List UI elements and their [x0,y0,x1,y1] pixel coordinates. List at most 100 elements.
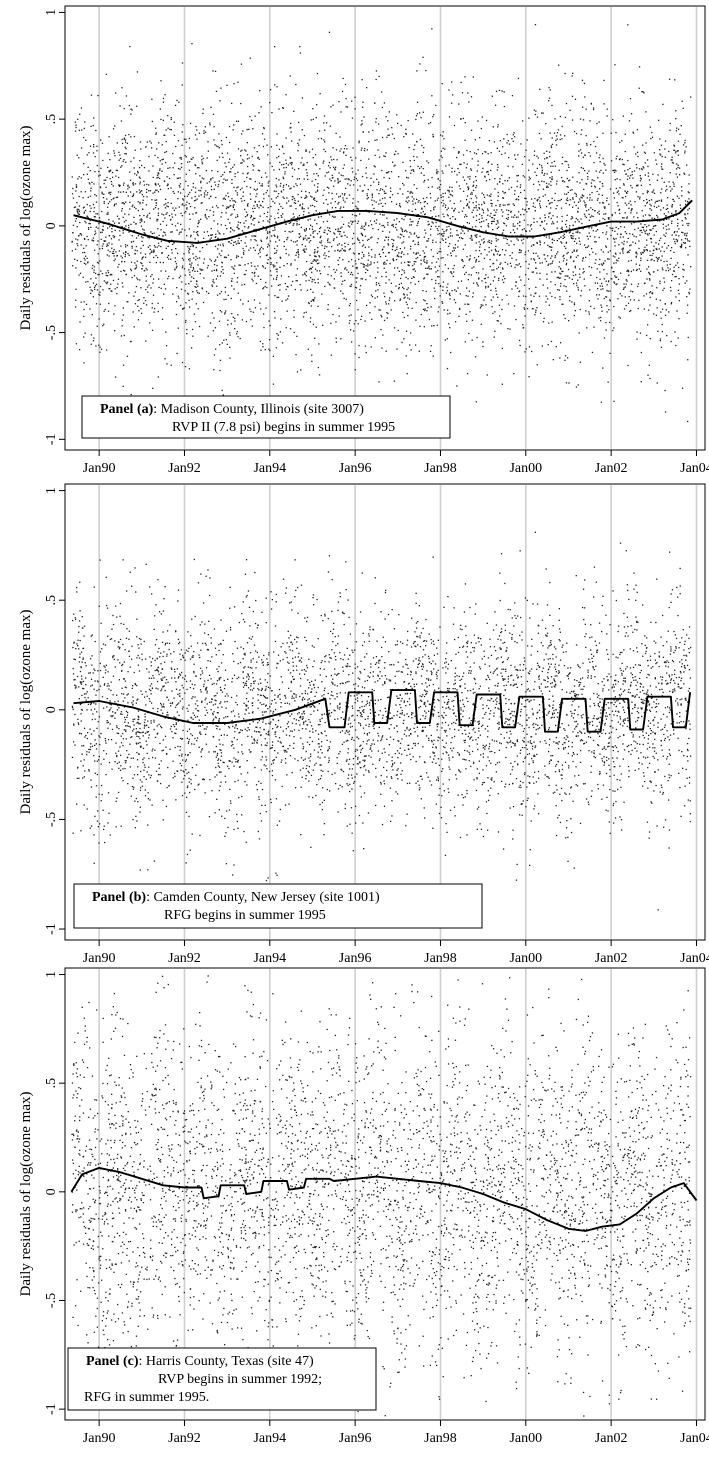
data-point [585,210,588,212]
data-point [226,206,228,208]
data-point [373,220,376,222]
data-point [493,209,495,211]
data-point [212,113,215,115]
data-point [613,171,616,173]
data-point [270,205,272,208]
data-point [342,197,344,199]
data-point [72,224,75,226]
data-point [528,263,530,265]
data-point [106,245,108,247]
data-point [551,162,553,164]
data-point [107,310,110,312]
data-point [551,176,553,178]
data-point [403,184,405,186]
data-point [213,369,215,371]
data-point [312,204,314,207]
data-point [237,171,239,173]
data-point [398,288,400,290]
data-point [536,307,538,309]
data-point [347,225,350,227]
data-point [233,124,235,126]
data-point [427,240,429,242]
data-point [89,195,92,197]
data-point [302,274,304,276]
data-point [145,280,147,282]
data-point [201,247,204,249]
data-point [556,180,558,182]
data-point [673,270,676,272]
data-point [456,234,458,236]
data-point [319,270,321,272]
data-point [103,240,105,242]
data-point [234,241,237,243]
data-point [631,187,633,189]
data-point [75,299,77,301]
data-point [340,174,342,176]
data-point [308,212,310,214]
data-point [640,270,642,272]
data-point [258,144,260,147]
data-point [302,238,305,241]
data-point [457,168,459,170]
data-point [579,182,581,184]
data-point [502,183,504,185]
data-point [228,125,231,128]
data-point [253,272,255,275]
data-point [152,176,154,179]
data-point [195,259,197,261]
data-point [517,222,519,225]
data-point [361,106,364,108]
data-point [268,339,271,341]
data-point [582,119,585,121]
data-point [574,221,576,223]
data-point [518,291,520,293]
data-point [616,191,618,193]
data-point [197,231,199,233]
data-point [318,231,321,233]
data-point [266,216,268,218]
data-point [525,274,527,276]
data-point [180,192,182,194]
data-point [675,130,678,132]
data-point [466,287,468,289]
data-point [475,272,478,274]
data-point [227,196,230,198]
data-point [688,198,690,200]
data-point [133,157,135,159]
data-point [684,217,686,219]
data-point [152,387,154,389]
data-point [490,202,492,205]
data-point [679,133,681,135]
data-point [330,275,332,277]
data-point [560,282,562,285]
data-point [230,242,232,245]
data-point [682,276,684,278]
data-point [188,203,190,205]
data-point [250,262,252,264]
data-point [164,151,166,154]
data-point [244,149,246,151]
data-point [475,176,477,178]
data-point [487,286,489,288]
data-point [255,240,257,242]
data-point [288,254,290,256]
data-point [525,295,527,298]
data-point [454,218,456,220]
data-point [675,168,678,170]
data-point [605,233,607,235]
data-point [153,250,155,252]
data-point [430,345,432,347]
data-point [586,144,588,146]
data-point [434,200,436,202]
data-point [170,218,172,221]
data-point [529,230,531,232]
data-point [83,247,85,249]
data-point [303,210,305,213]
data-point [145,340,147,342]
data-point [177,198,179,200]
data-point [292,280,294,283]
data-point [274,227,276,229]
data-point [332,313,334,316]
data-point [460,163,462,165]
